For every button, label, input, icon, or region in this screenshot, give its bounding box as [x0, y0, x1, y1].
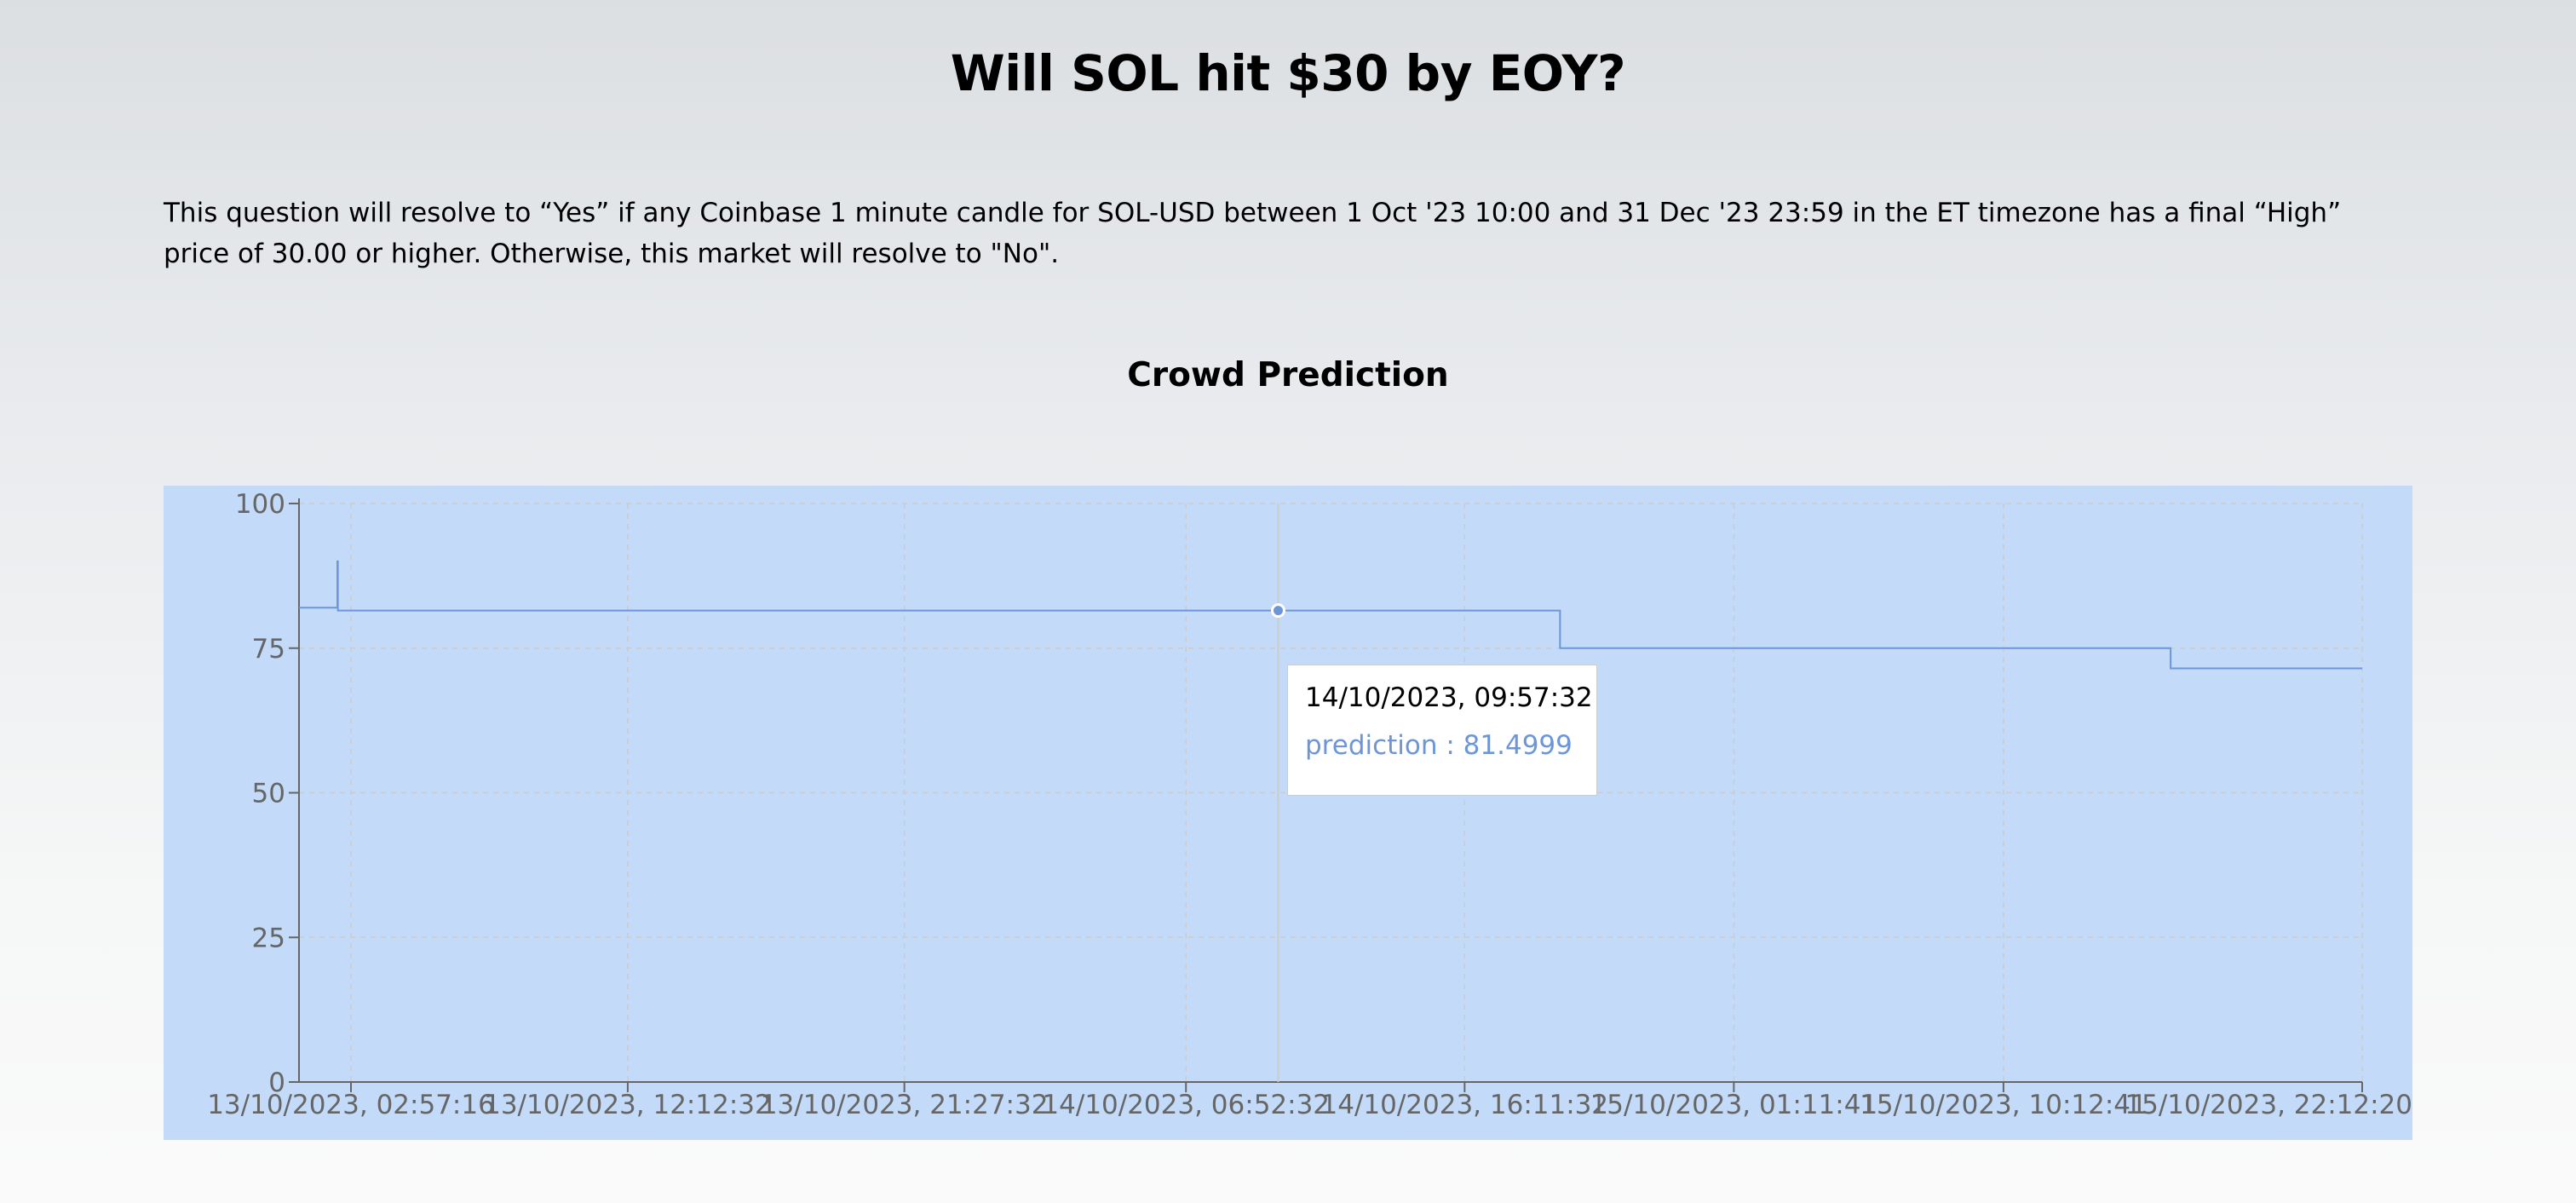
- series-line-prediction: [299, 560, 2362, 670]
- x-tick-label: 14/10/2023, 16:11:32: [1321, 1090, 1609, 1120]
- x-tick-label: 15/10/2023, 22:12:20: [2125, 1090, 2412, 1120]
- y-tick-label: 25: [252, 923, 285, 953]
- x-tick-label: 13/10/2023, 12:12:32: [484, 1090, 772, 1120]
- x-tick-label: 13/10/2023, 21:27:32: [761, 1090, 1049, 1120]
- chart-section-title: Crowd Prediction: [1127, 356, 1449, 394]
- x-tick-label: 15/10/2023, 01:11:41: [1590, 1090, 1878, 1120]
- chart-tooltip: 14/10/2023, 09:57:32 prediction : 81.499…: [1287, 665, 1597, 796]
- tooltip-value: prediction : 81.4999: [1305, 730, 1573, 761]
- y-tick-label: 0: [268, 1068, 285, 1098]
- page-title: Will SOL hit $30 by EOY?: [950, 44, 1626, 102]
- x-tick-label: 15/10/2023, 10:12:41: [1860, 1090, 2148, 1120]
- y-tick-label: 75: [252, 634, 285, 665]
- y-tick-label: 100: [235, 489, 285, 520]
- active-data-point: [1270, 603, 1285, 619]
- x-tick-label: 14/10/2023, 06:52:32: [1042, 1090, 1330, 1120]
- market-description: This question will resolve to “Yes” if a…: [164, 198, 2342, 269]
- crowd-prediction-chart[interactable]: 0 25 50 75 100 13/10/2023, 02:57:16 13/10/2023…: [164, 486, 2412, 1140]
- y-tick-label: 50: [252, 779, 285, 809]
- tooltip-timestamp: 14/10/2023, 09:57:32: [1305, 682, 1593, 713]
- x-tick-label: 13/10/2023, 02:57:16: [207, 1090, 495, 1120]
